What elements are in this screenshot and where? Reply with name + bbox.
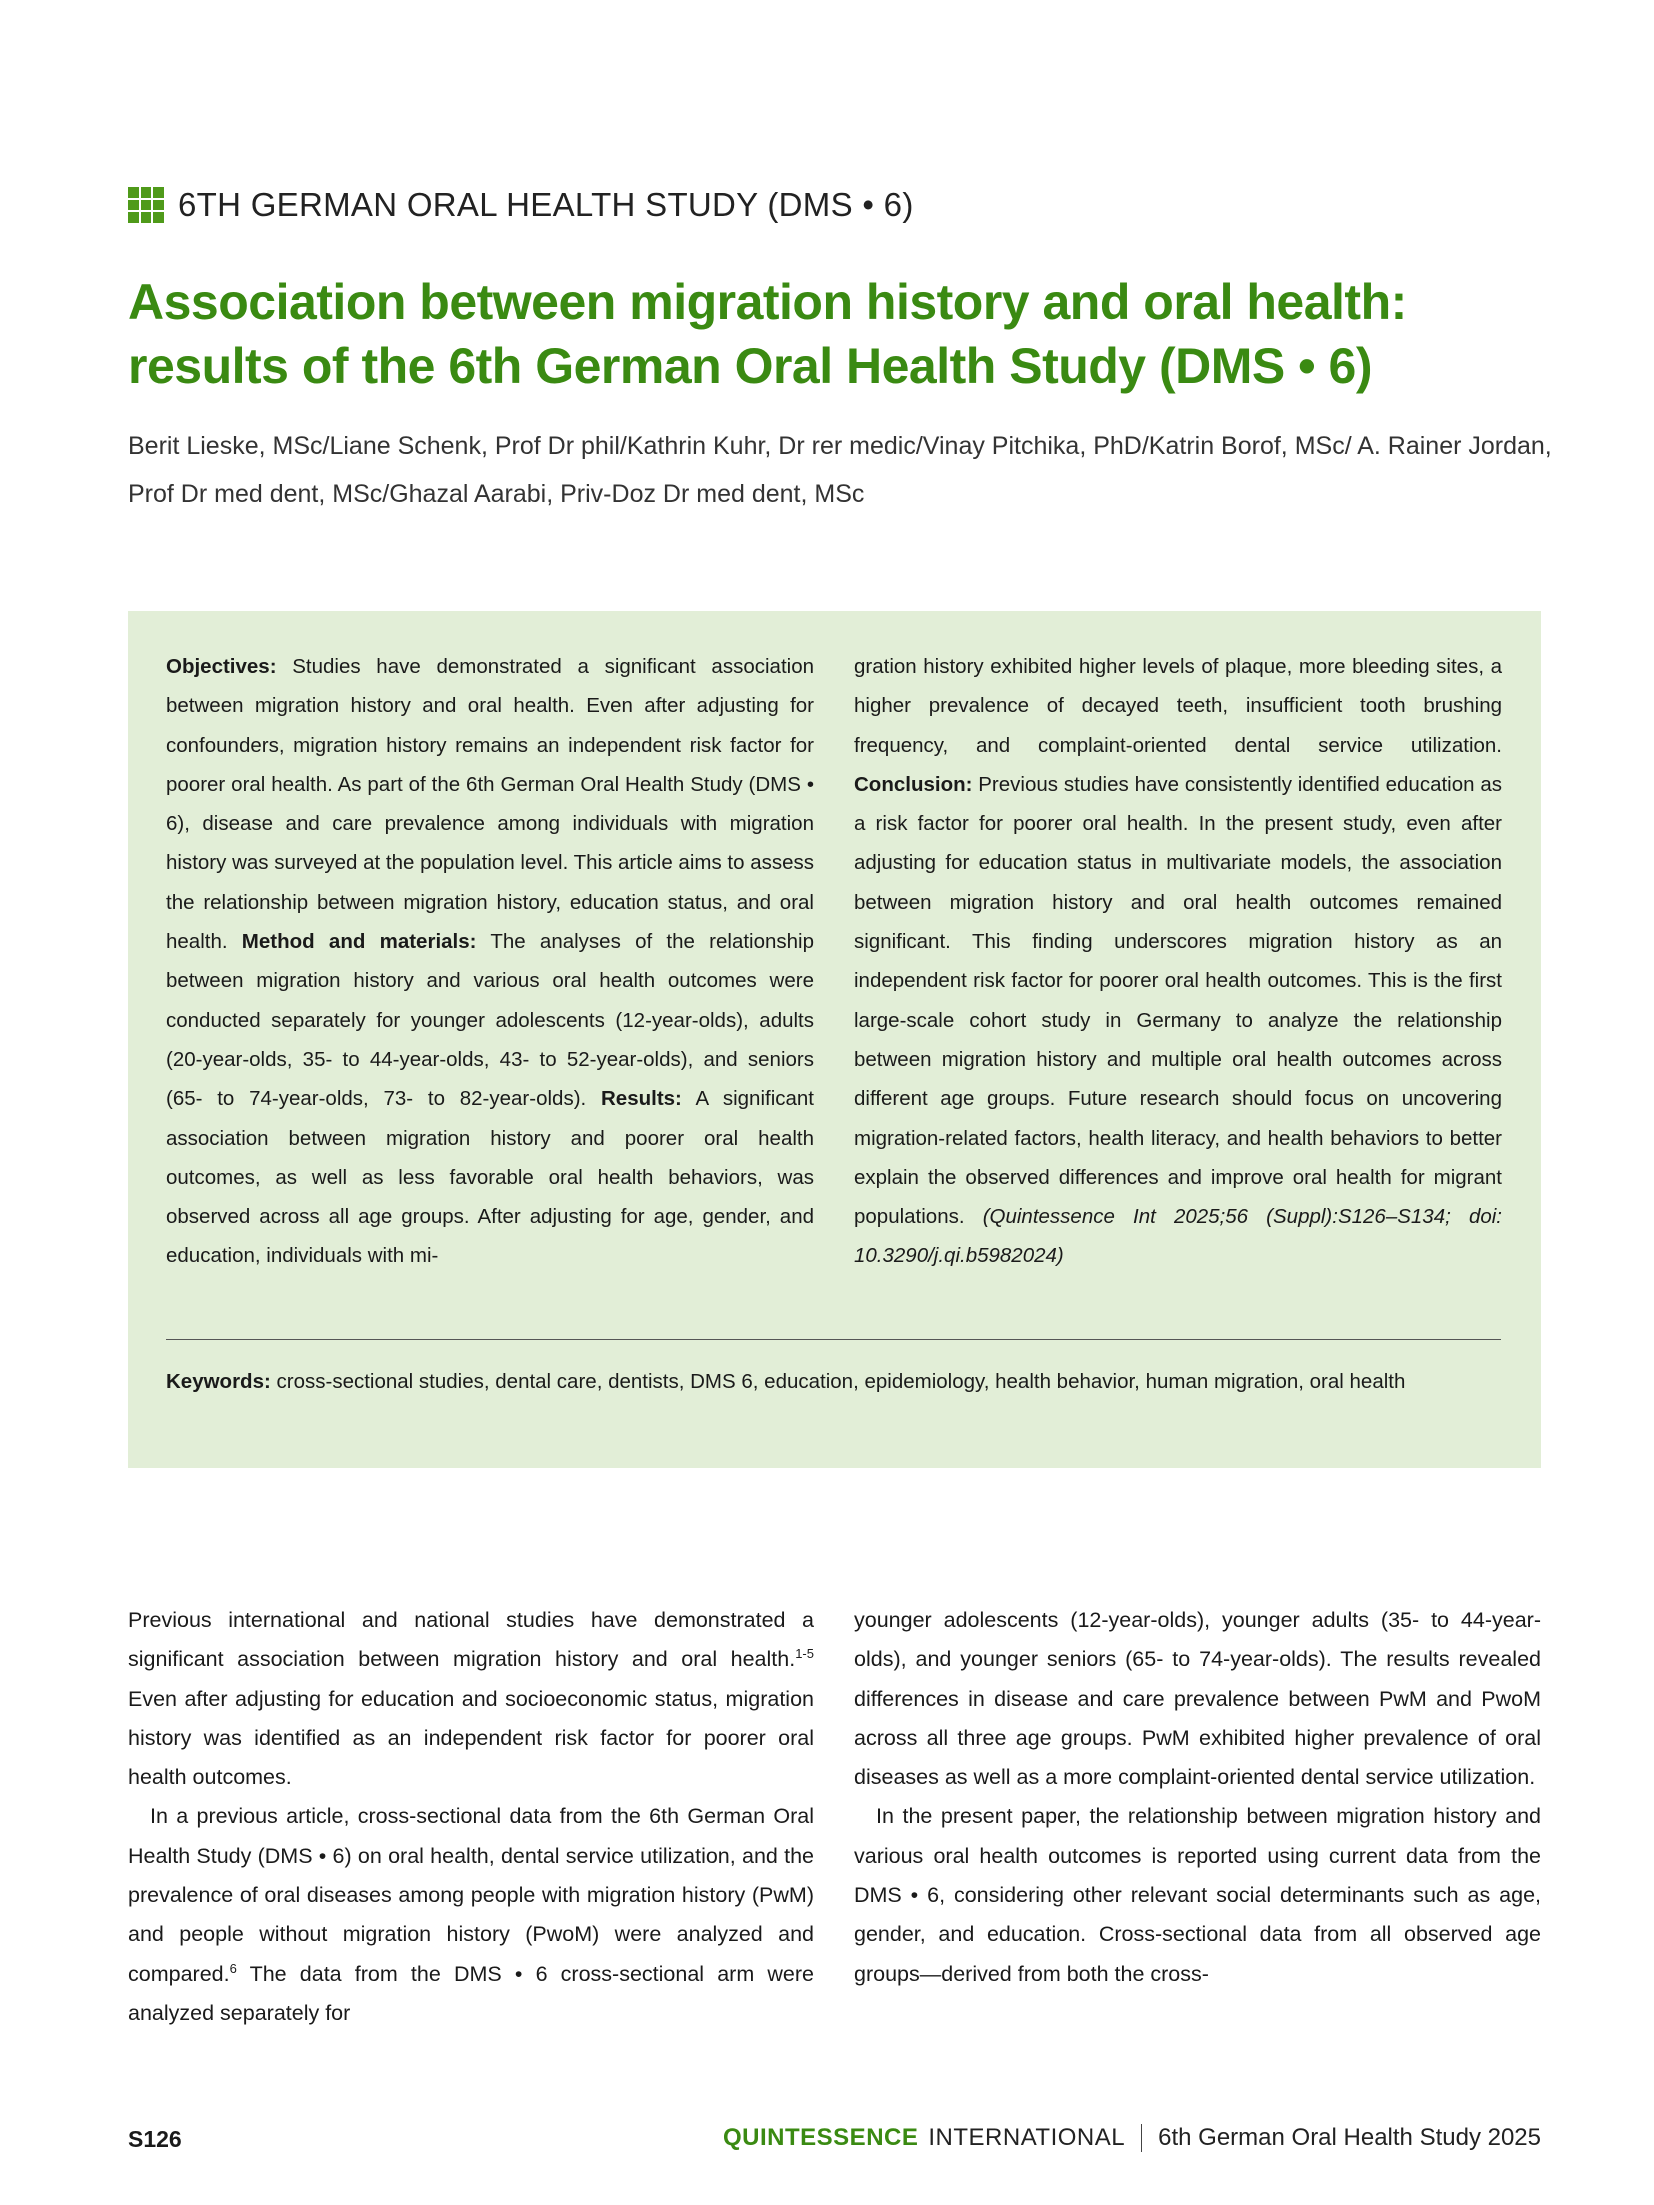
keywords-label: Keywords: <box>166 1370 271 1393</box>
citation-ref[interactable]: 1-5 <box>795 1646 814 1662</box>
green-grid-icon <box>128 187 164 223</box>
body-text: Even after adjusting for education and s… <box>128 1686 814 1790</box>
journal-brand: QUINTESSENCE <box>723 2124 919 2151</box>
conclusion-text: Previous studies have consistently ident… <box>854 772 1502 1229</box>
results-text: A significant association between migrat… <box>166 1087 814 1268</box>
objectives-label: Objectives: <box>166 655 277 678</box>
footer: QUINTESSENCE INTERNATIONAL 6th German Or… <box>723 2124 1541 2152</box>
keywords-text: cross-sectional studies, dental care, de… <box>270 1370 1406 1393</box>
abstract-box <box>128 611 1541 1468</box>
body-paragraph: Previous international and national stud… <box>128 1601 814 1797</box>
results-text-continued: gration history exhibited higher levels … <box>854 655 1502 757</box>
series-title: 6TH GERMAN ORAL HEALTH STUDY (DMS • 6) <box>178 186 914 223</box>
objectives-text: Studies have demonstrated a significant … <box>166 655 814 954</box>
body-text: Previous international and national stud… <box>128 1608 814 1672</box>
abstract-right-column: gration history exhibited higher levels … <box>854 647 1502 1276</box>
body-paragraph: In a previous article, cross-sectional d… <box>128 1797 814 2033</box>
body-text: The data from the DMS • 6 cross-sectiona… <box>128 1961 814 2025</box>
body-paragraph: younger adolescents (12-year-olds), youn… <box>854 1608 1541 1790</box>
body-paragraph: In the present paper, the relationship b… <box>854 1804 1541 1986</box>
issue-label: 6th German Oral Health Study 2025 <box>1158 2124 1541 2151</box>
body-right-column: younger adolescents (12-year-olds), youn… <box>854 1601 1541 1994</box>
footer-divider <box>1141 2124 1143 2152</box>
body-left-column: Previous international and national stud… <box>128 1601 814 2033</box>
page-number: S126 <box>128 2126 182 2152</box>
keywords: Keywords: cross-sectional studies, denta… <box>166 1362 1501 1401</box>
abstract-divider <box>166 1339 1501 1340</box>
abstract-left-column: Objectives: Studies have demonstrated a … <box>166 647 814 1276</box>
journal-name: INTERNATIONAL <box>928 2124 1126 2151</box>
article-title: Association between migration history an… <box>128 274 1407 394</box>
author-list: Berit Lieske, MSc/Liane Schenk, Prof Dr … <box>128 432 1552 508</box>
results-label: Results: <box>601 1087 682 1111</box>
citation-ref[interactable]: 6 <box>229 1960 237 1976</box>
methods-text: The analyses of the relationship between… <box>166 930 815 1111</box>
citation: (Quintessence Int 2025;56 (Suppl):S126–S… <box>854 1205 1502 1268</box>
methods-label: Method and materials: <box>241 930 477 954</box>
conclusion-label: Conclusion: <box>854 772 973 796</box>
series-header: 6TH GERMAN ORAL HEALTH STUDY (DMS • 6) <box>128 186 914 224</box>
body-text: In a previous article, cross-sectional d… <box>128 1804 814 1986</box>
